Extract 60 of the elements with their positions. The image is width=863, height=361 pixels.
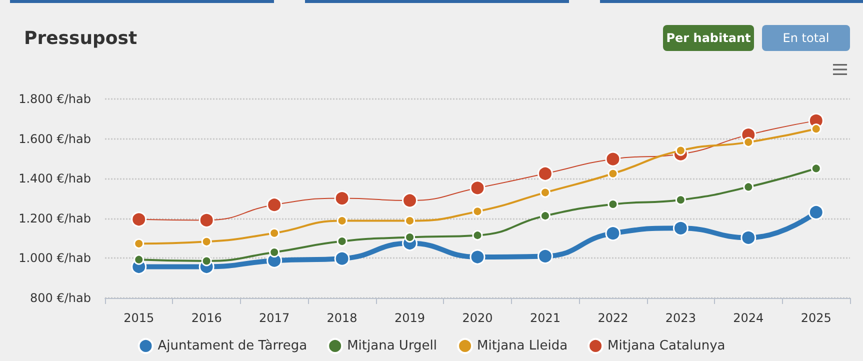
point <box>540 210 550 222</box>
point <box>402 192 418 208</box>
point <box>472 206 483 217</box>
point <box>810 163 822 174</box>
point <box>472 230 483 241</box>
point <box>605 151 621 167</box>
legend-label: Ajuntament de Tàrrega <box>158 338 308 354</box>
point <box>404 216 416 226</box>
x-tick-label: 2019 <box>394 311 426 325</box>
x-tick-label: 2015 <box>124 311 154 325</box>
point <box>336 236 348 247</box>
y-tick-label: 1.000 €/hab <box>18 251 91 266</box>
point <box>743 182 754 192</box>
legend-label: Mitjana Lleida <box>477 338 568 354</box>
x-tick-label: 2016 <box>191 311 222 325</box>
x-tick-label: 2022 <box>598 311 628 325</box>
point <box>266 197 282 213</box>
y-tick-label: 800 €/hab <box>30 291 91 305</box>
point <box>134 254 144 265</box>
y-tick-label: 1.600 €/hab <box>18 132 91 146</box>
point <box>470 249 486 265</box>
point <box>201 236 212 247</box>
point <box>743 136 754 148</box>
point <box>470 180 486 196</box>
point <box>269 228 280 238</box>
point <box>404 232 416 243</box>
point <box>808 204 824 220</box>
point <box>605 226 621 242</box>
point <box>198 212 214 228</box>
y-tick-label: 1.400 €/hab <box>18 172 91 186</box>
x-tick-label: 2024 <box>733 311 764 325</box>
x-tick-label: 2021 <box>530 311 560 325</box>
legend-label: Mitjana Urgell <box>347 338 438 354</box>
x-tick-label: 2020 <box>462 311 493 325</box>
point <box>675 194 686 206</box>
point <box>810 124 822 134</box>
y-tick-label: 1.800 €/hab <box>18 92 91 106</box>
point <box>334 190 350 206</box>
chart-title: Pressupost <box>24 28 138 49</box>
text: En total <box>762 25 850 51</box>
point <box>537 248 553 264</box>
x-tick-label: 2025 <box>800 311 832 325</box>
point <box>334 250 350 266</box>
point <box>134 238 144 249</box>
x-tick-label: 2018 <box>326 311 358 325</box>
point <box>608 168 618 179</box>
point <box>740 230 756 246</box>
legend-label: Mitjana Catalunya <box>608 338 726 354</box>
y-tick-label: 1.200 €/hab <box>18 211 91 226</box>
x-tick-label: 2017 <box>259 311 290 325</box>
point <box>269 246 280 258</box>
text: Per habitant <box>663 25 754 51</box>
point <box>540 187 550 198</box>
point <box>537 166 553 182</box>
x-tick-label: 2023 <box>665 311 696 325</box>
point <box>608 199 618 210</box>
point <box>672 220 688 236</box>
point <box>201 256 212 266</box>
point <box>131 212 147 228</box>
point <box>336 216 348 226</box>
